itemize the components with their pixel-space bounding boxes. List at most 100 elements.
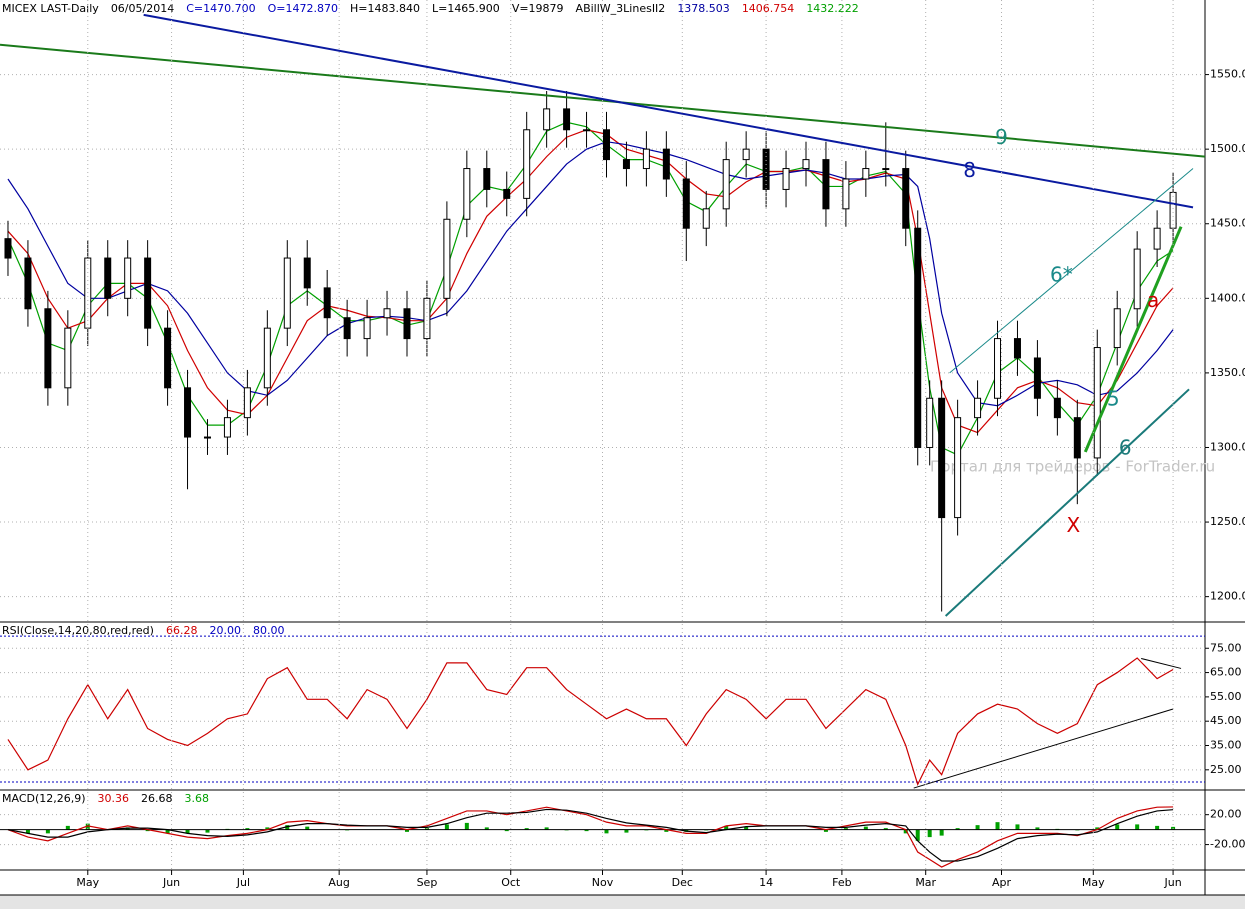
candle-body [622, 159, 630, 170]
x-tick-label: Mar [915, 876, 936, 889]
histogram-bar [1095, 827, 1100, 830]
x-tick-label: Jul [236, 876, 250, 889]
candle-body [682, 178, 690, 229]
histogram-bar [25, 829, 30, 834]
histogram-bar [624, 829, 629, 833]
y-tick-label: 1250.00 [1210, 515, 1245, 528]
plot-area [0, 635, 1205, 789]
candle-body [423, 297, 431, 340]
candle-body [144, 257, 152, 329]
y-tick-label: 55.00 [1210, 690, 1242, 703]
candle-body [722, 159, 730, 210]
x-tick-label: Apr [992, 876, 1012, 889]
legend-text: 20.00 [209, 624, 241, 637]
candle-body [563, 108, 571, 131]
candle-body [203, 436, 211, 439]
y-tick-label: 45.00 [1210, 714, 1242, 727]
trend-line [1141, 657, 1182, 669]
histogram-bar [955, 828, 960, 830]
plot-area [0, 13, 1205, 617]
histogram-bar [145, 829, 150, 832]
legend-text: 1432.222 [806, 2, 859, 15]
candle-body [124, 257, 132, 299]
histogram-bar [205, 829, 210, 833]
candle-body [483, 168, 491, 190]
x-tick-label: Oct [501, 876, 521, 889]
x-tick-label: 14 [759, 876, 773, 889]
plot-area [0, 806, 1205, 868]
histogram-bar [265, 827, 270, 830]
legend-text: 1378.503 [677, 2, 730, 15]
candle-body [1133, 248, 1141, 310]
trend-line [949, 168, 1194, 374]
candle-body [914, 227, 922, 448]
histogram-bar [524, 828, 529, 830]
x-tick-label: Jun [162, 876, 180, 889]
y-tick-label: 20.00 [1210, 808, 1242, 821]
candle-body [602, 129, 610, 161]
candle-body [926, 397, 934, 448]
y-tick-label: 35.00 [1210, 739, 1242, 752]
histogram-bar [915, 829, 920, 841]
legend-text: V=19879 [512, 2, 564, 15]
histogram-bar [863, 826, 868, 830]
histogram-bar [927, 829, 932, 838]
legend-text: MICEX LAST-Daily [2, 2, 99, 15]
legend-text: H=1483.840 [350, 2, 420, 15]
candle-body [463, 168, 471, 220]
candle-body [263, 327, 271, 389]
annotation: 6 [1119, 435, 1132, 459]
candle-body [363, 317, 371, 340]
histogram-bar [45, 829, 50, 834]
histogram-bar [1135, 824, 1140, 830]
candle-body [164, 327, 172, 389]
histogram-bar [604, 829, 609, 834]
trend-line [913, 708, 1174, 789]
y-tick-label: 1300.00 [1210, 440, 1245, 453]
scrollbar [0, 895, 1245, 909]
candle-body [523, 129, 531, 199]
histogram-bar [85, 823, 90, 830]
x-tick-label: May [76, 876, 99, 889]
legend-text: RSI(Close,14,20,80,red,red) [2, 624, 154, 637]
trend-line [1083, 226, 1183, 453]
candle-body [974, 397, 982, 419]
candle-body [742, 148, 750, 161]
legend-text: 06/05/2014 [111, 2, 174, 15]
candle-body [104, 257, 112, 299]
candle-body [1073, 417, 1081, 459]
histogram-bar [464, 822, 469, 830]
trend-line [944, 388, 1190, 617]
series-line [7, 808, 1174, 862]
histogram-bar [724, 825, 729, 830]
candle-body [4, 238, 12, 259]
histogram-bar [883, 828, 888, 830]
legend-text: 80.00 [253, 624, 285, 637]
histogram-bar [305, 826, 310, 830]
histogram-bar [584, 829, 589, 832]
annotation: 5 [1107, 386, 1120, 410]
histogram-bar [504, 829, 509, 832]
annotation: a [1147, 288, 1159, 312]
candle-body [954, 417, 962, 519]
y-tick-label: 1550.00 [1210, 68, 1245, 81]
histogram-bar [165, 829, 170, 834]
watermark: Портал для трейдеров - ForTrader.ru [930, 458, 1215, 476]
candle-body [1113, 308, 1121, 349]
candle-body [802, 159, 810, 170]
legend-text: L=1465.900 [432, 2, 500, 15]
candle-body [543, 108, 551, 131]
candle-body [583, 129, 591, 132]
series-line [7, 806, 1174, 868]
candle-body [44, 308, 52, 389]
histogram-bar [1155, 825, 1160, 830]
y-tick-label: 25.00 [1210, 763, 1242, 776]
legend-text: 26.68 [141, 792, 173, 805]
series-line [7, 657, 1174, 787]
histogram-bar [285, 825, 290, 830]
x-tick-label: May [1082, 876, 1105, 889]
histogram-bar [245, 828, 250, 830]
histogram-bar [65, 825, 70, 830]
candle-body [822, 159, 830, 210]
